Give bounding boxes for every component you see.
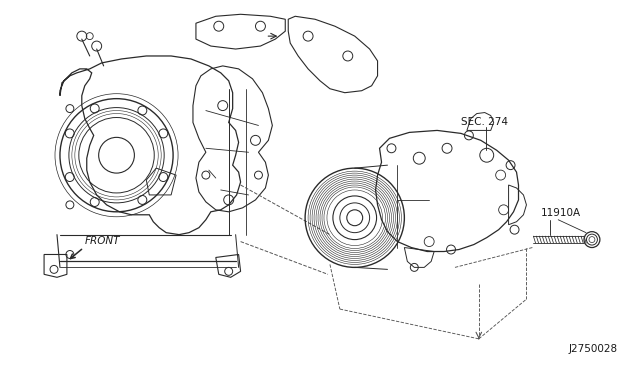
Text: FRONT: FRONT (84, 235, 120, 246)
Text: 11910A: 11910A (540, 208, 580, 218)
Text: SEC. 274: SEC. 274 (461, 118, 508, 128)
Text: J2750028: J2750028 (568, 344, 618, 354)
